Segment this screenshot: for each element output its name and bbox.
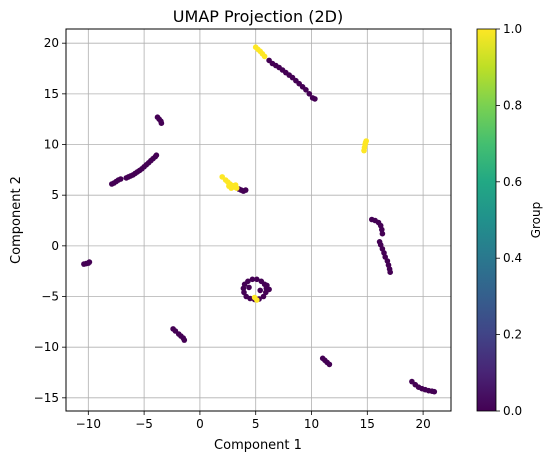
scatter-point-group-0 <box>431 388 438 395</box>
y-tick-label: −15 <box>34 391 59 405</box>
y-tick-label: −5 <box>41 290 59 304</box>
colorbar-ticks: 0.0 0.2 0.4 0.6 0.8 1.0 <box>496 22 522 418</box>
scatter-point-group-1 <box>232 182 239 188</box>
colorbar-tick-label: 0.6 <box>503 175 522 189</box>
x-tick-label: 5 <box>252 417 260 431</box>
scatter-point-group-0 <box>253 276 260 283</box>
y-tick-label: 0 <box>51 239 59 253</box>
scatter-point-group-0 <box>326 361 333 368</box>
x-tick-label: 10 <box>304 417 319 431</box>
scatter-point-group-0 <box>158 120 165 126</box>
colorbar <box>476 28 497 412</box>
grid-lines <box>66 29 451 411</box>
colorbar-tick-label: 0.8 <box>503 98 522 112</box>
scatter-point-group-0 <box>379 230 386 237</box>
scatter-point-group-1 <box>253 297 260 303</box>
x-tick-label: 0 <box>196 417 204 431</box>
y-tick-label: 15 <box>44 87 59 101</box>
colorbar-tick-label: 0.0 <box>503 404 522 418</box>
scatter-point-group-0 <box>246 284 252 291</box>
scatter-point-group-1 <box>228 185 234 191</box>
x-tick-label: −5 <box>135 417 153 431</box>
plot-frame <box>65 28 452 412</box>
colorbar-label: Group <box>529 202 543 239</box>
scatter-point-group-0 <box>117 176 124 182</box>
colorbar-tick-label: 1.0 <box>503 22 522 36</box>
scatter-point-group-0 <box>240 285 247 292</box>
scatter-point-group-0 <box>242 187 249 193</box>
y-tick-label: 10 <box>44 138 59 152</box>
x-axis-label: Component 1 <box>214 438 302 453</box>
y-tick-label: −10 <box>34 340 59 354</box>
scatter-point-group-0 <box>260 293 267 300</box>
colorbar-tick-label: 0.4 <box>503 251 522 265</box>
scatter-point-group-0 <box>153 152 160 158</box>
scatter-point-group-0 <box>264 282 270 289</box>
x-tick-label: 20 <box>415 417 430 431</box>
scatter-point-group-1 <box>261 53 268 60</box>
scatter-point-group-0 <box>306 91 313 97</box>
scatter-point-group-0 <box>312 96 318 102</box>
scatter-point-group-0 <box>86 259 93 265</box>
scatter-point-group-0 <box>303 87 309 93</box>
scatter-point-group-0 <box>243 293 249 300</box>
scatter-point-group-0 <box>257 287 264 294</box>
x-axis-ticks: −10 −5 0 5 10 15 20 <box>76 411 431 431</box>
y-axis-label: Component 2 <box>9 176 24 264</box>
scatter-point-group-0 <box>181 337 188 343</box>
chart-title: UMAP Projection (2D) <box>173 7 343 26</box>
y-axis-ticks: −15 −10 −5 0 5 10 15 20 <box>34 36 66 405</box>
scatter-point-group-0 <box>379 226 385 233</box>
scatter-point-group-0 <box>245 278 251 285</box>
colorbar-tick-label: 0.2 <box>503 328 522 342</box>
y-tick-label: 20 <box>44 36 59 50</box>
scatter-point-group-1 <box>363 138 370 144</box>
scatter-points <box>81 44 438 395</box>
scatter-point-group-0 <box>249 276 256 283</box>
y-tick-label: 5 <box>51 188 59 202</box>
x-tick-label: −10 <box>76 417 101 431</box>
scatter-point-group-0 <box>387 269 394 276</box>
x-tick-label: 15 <box>360 417 375 431</box>
